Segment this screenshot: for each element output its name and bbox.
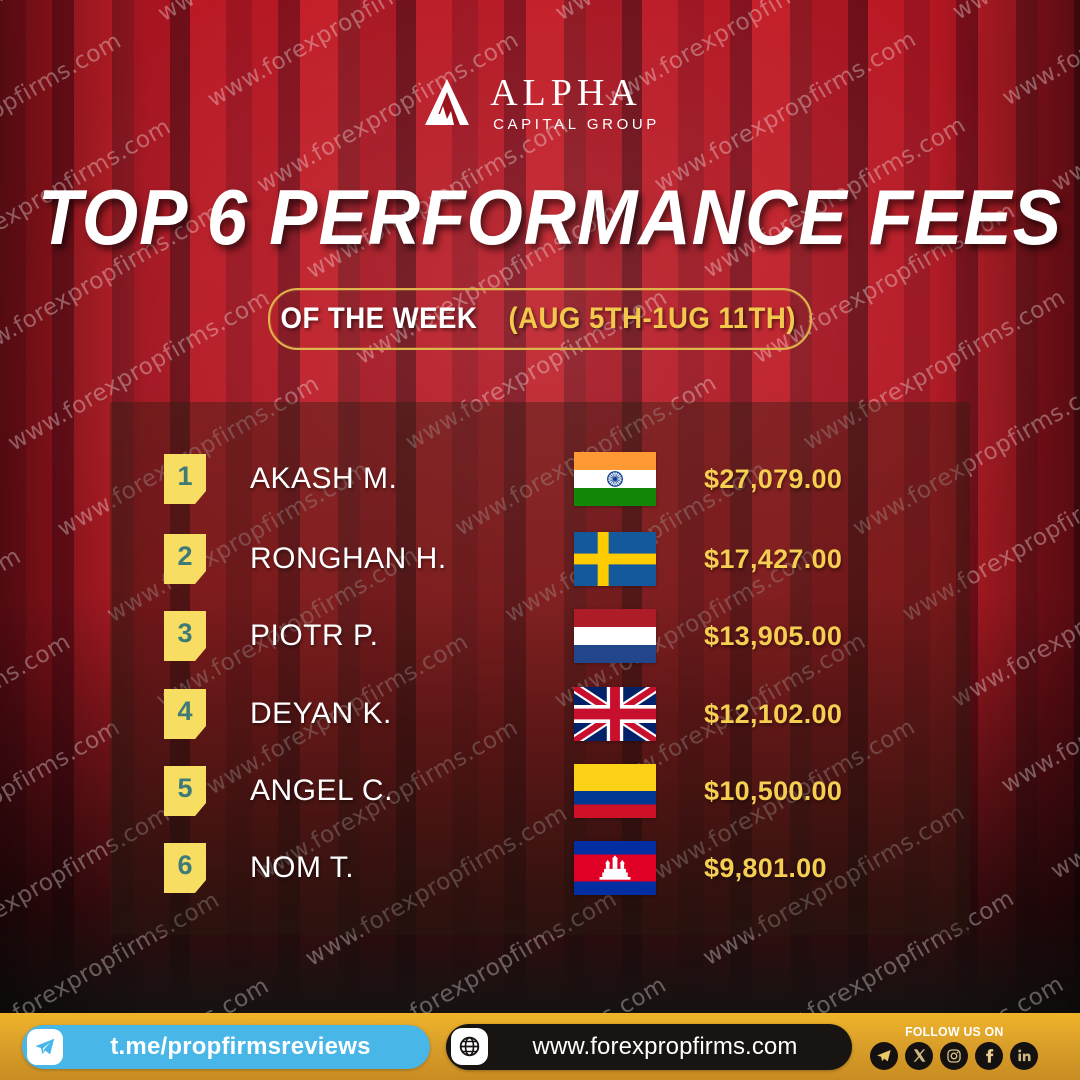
flag-netherlands-icon — [574, 609, 656, 663]
flag-cambodia-icon — [574, 841, 656, 895]
footer-bar: t.me/propfirmsreviews www.forexpropfirms… — [0, 1013, 1080, 1080]
flag-uk-icon — [574, 687, 656, 741]
leaderboard-row: 4 DEYAN K. $12,102.00 — [110, 683, 970, 745]
linkedin-icon[interactable] — [1010, 1041, 1038, 1070]
trader-name: DEYAN K. — [250, 697, 392, 730]
performance-fee-amount: $13,905.00 — [704, 620, 843, 651]
leaderboard-row: 5 ANGEL C. $10,500.00 — [110, 760, 970, 822]
performance-fee-amount: $27,079.00 — [704, 463, 843, 494]
brand-name: ALPHA — [490, 72, 642, 114]
rank-number: 1 — [177, 460, 193, 491]
rank-number: 5 — [177, 772, 193, 803]
rank-badge: 1 — [164, 454, 206, 504]
leaderboard-row: 2 RONGHAN H. $17,427.00 — [110, 528, 970, 590]
subtitle-pill: OF THE WEEK (AUG 5TH-1UG 11TH) — [268, 288, 812, 350]
telegram-label: t.me/propfirmsreviews — [110, 1032, 371, 1060]
rank-number: 4 — [177, 695, 193, 726]
telegram-icon — [27, 1028, 63, 1065]
x-twitter-icon[interactable] — [905, 1041, 933, 1070]
performance-fee-amount: $17,427.00 — [704, 543, 843, 574]
trader-name: NOM T. — [250, 851, 355, 884]
trader-name: AKASH M. — [250, 462, 398, 495]
trader-name: RONGHAN H. — [250, 542, 447, 575]
flag-colombia-icon — [574, 764, 656, 818]
flag-sweden-icon — [574, 532, 656, 586]
subtitle-prefix: OF THE WEEK — [280, 302, 478, 335]
rank-badge: 2 — [164, 534, 206, 584]
follow-us-block: FOLLOW US ON — [870, 1024, 1038, 1070]
leaderboard-row: 6 NOM T. $9,801.00 — [110, 837, 970, 899]
rank-badge: 5 — [164, 766, 206, 816]
rank-number: 6 — [177, 849, 193, 880]
subtitle-date-range: (AUG 5TH-1UG 11TH) — [508, 302, 796, 335]
facebook-icon[interactable] — [975, 1041, 1003, 1070]
rank-badge: 4 — [164, 689, 206, 739]
leaderboard-row: 3 PIOTR P. $13,905.00 — [110, 605, 970, 667]
website-link-pill[interactable]: www.forexpropfirms.com — [446, 1023, 852, 1070]
telegram-icon[interactable] — [870, 1041, 898, 1070]
performance-fee-amount: $10,500.00 — [704, 775, 843, 806]
rank-badge: 3 — [164, 611, 206, 661]
rank-badge: 6 — [164, 843, 206, 893]
instagram-icon[interactable] — [940, 1041, 968, 1070]
social-icon-row — [870, 1041, 1038, 1070]
performance-fee-amount: $12,102.00 — [704, 698, 843, 729]
leaderboard-list: 1 AKASH M. $27,079.00 2 RONGHAN H. $17,427.… — [110, 402, 970, 935]
website-label: www.forexpropfirms.com — [532, 1032, 798, 1060]
globe-icon — [451, 1028, 488, 1065]
leaderboard-row: 1 AKASH M. $27,079.00 — [110, 448, 970, 510]
performance-fee-amount: $9,801.00 — [704, 852, 827, 883]
telegram-link-pill[interactable]: t.me/propfirmsreviews — [22, 1024, 430, 1069]
flag-india-icon — [574, 452, 656, 506]
trader-name: ANGEL C. — [250, 774, 393, 807]
brand-tagline: CAPITAL GROUP — [493, 116, 660, 133]
brand-logo: ALPHA CAPITAL GROUP — [0, 74, 1080, 132]
page-title: TOP 6 PERFORMANCE FEES — [37, 173, 1062, 261]
leaderboard-panel — [110, 402, 970, 935]
follow-us-label: FOLLOW US ON — [904, 1023, 1004, 1039]
alpha-mountain-chart-icon — [420, 75, 476, 131]
rank-number: 3 — [177, 617, 193, 648]
trader-name: PIOTR P. — [250, 619, 379, 652]
rank-number: 2 — [177, 540, 193, 571]
